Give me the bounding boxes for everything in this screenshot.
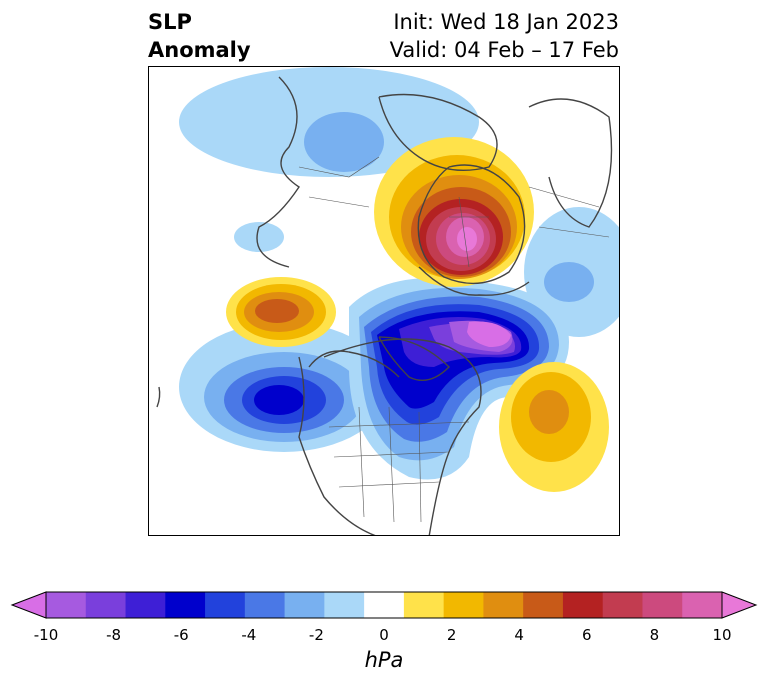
colorbar-cell: [682, 592, 723, 618]
colorbar-tick-label: 8: [649, 626, 660, 644]
colorbar-cell: [642, 592, 683, 618]
colorbar-cell: [403, 592, 445, 618]
colorbar-tick-label: -6: [173, 626, 189, 644]
negative-anomaly-region: [179, 67, 619, 480]
valid-range: Valid: 04 Feb – 17 Feb: [389, 38, 619, 62]
colorbar: [10, 591, 758, 619]
colorbar-cell: [324, 592, 365, 618]
colorbar-cell: [46, 592, 87, 618]
colorbar-cell: [284, 592, 325, 618]
colorbar-cell: [364, 592, 405, 618]
colorbar-tick-label: -2: [308, 626, 324, 644]
map-canvas: [156, 67, 619, 535]
colorbar-cell: [443, 592, 484, 618]
colorbar-tick-label: -10: [33, 626, 59, 644]
title-line-1: SLP: [148, 10, 192, 34]
colorbar-max-extend: [721, 591, 758, 619]
colorbar-tick-label: 6: [582, 626, 592, 644]
colorbar-tick-label: 0: [379, 626, 389, 644]
title-line-2: Anomaly: [148, 38, 251, 62]
colorbar-min-extend: [10, 591, 47, 619]
map-title: SLP Anomaly: [148, 8, 251, 64]
colorbar-outline: [45, 591, 723, 619]
init-date: Init: Wed 18 Jan 2023: [393, 10, 619, 34]
colorbar-cell: [602, 592, 643, 618]
coastlines: [156, 76, 613, 535]
colorbar-cell: [244, 592, 286, 618]
map-subtitle: Init: Wed 18 Jan 2023 Valid: 04 Feb – 17…: [390, 8, 619, 64]
state-borders: [298, 156, 610, 523]
colorbar-cell: [165, 592, 206, 618]
colorbar-cell: [483, 592, 524, 618]
colorbar-cell: [85, 592, 127, 618]
colorbar-cell: [523, 592, 564, 618]
colorbar-cell: [205, 592, 246, 618]
colorbar-tick-label: 2: [446, 626, 457, 644]
colorbar-tick-label: 4: [514, 626, 524, 644]
slp-anomaly-map: [148, 66, 620, 536]
colorbar-unit-label: hPa: [364, 648, 404, 672]
positive-anomaly-region: [226, 137, 609, 492]
colorbar-tick-label: -4: [241, 626, 257, 644]
colorbar-tick-label: -8: [106, 626, 122, 644]
colorbar-tick-label: 10: [712, 626, 732, 644]
colorbar-cell: [562, 592, 604, 618]
colorbar-cell: [125, 592, 166, 618]
